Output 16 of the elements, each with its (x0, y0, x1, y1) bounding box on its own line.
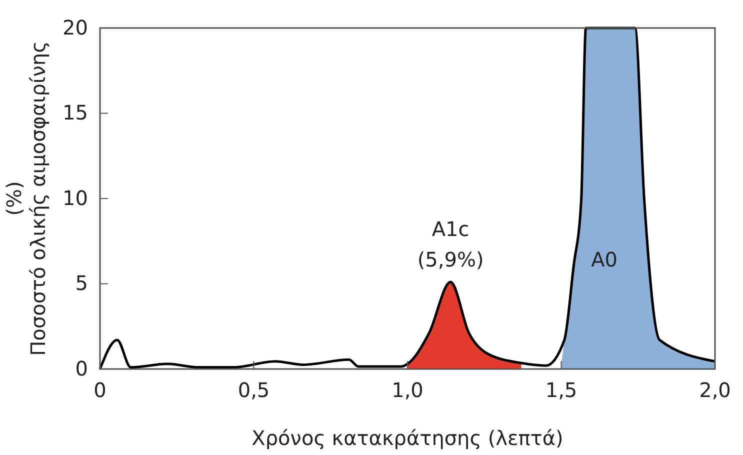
y-tick-label: 20 (62, 15, 88, 40)
annotation: A1c (432, 217, 470, 242)
x-tick-label: 0,5 (238, 378, 270, 402)
x-tick-label: 2,0 (699, 378, 731, 402)
y-tick-label: 15 (62, 100, 88, 125)
annotation: (5,9%) (417, 248, 484, 272)
x-tick-label: 1,5 (545, 378, 578, 402)
y-tick-label: 5 (75, 271, 88, 296)
x-axis-title: Χρόνος κατακράτησης (λεπτά) (252, 426, 564, 450)
x-tick-label: 0 (94, 378, 106, 402)
x-tick-label: 1,0 (392, 378, 424, 402)
y-tick-label: 0 (75, 356, 88, 380)
annotation: A0 (591, 248, 618, 272)
y-tick-label: 10 (62, 186, 88, 210)
line-series (98, 26, 716, 370)
y-axis-title: Ποσοστό ολικής αιμοσφαιρίνης (%) (2, 41, 50, 356)
